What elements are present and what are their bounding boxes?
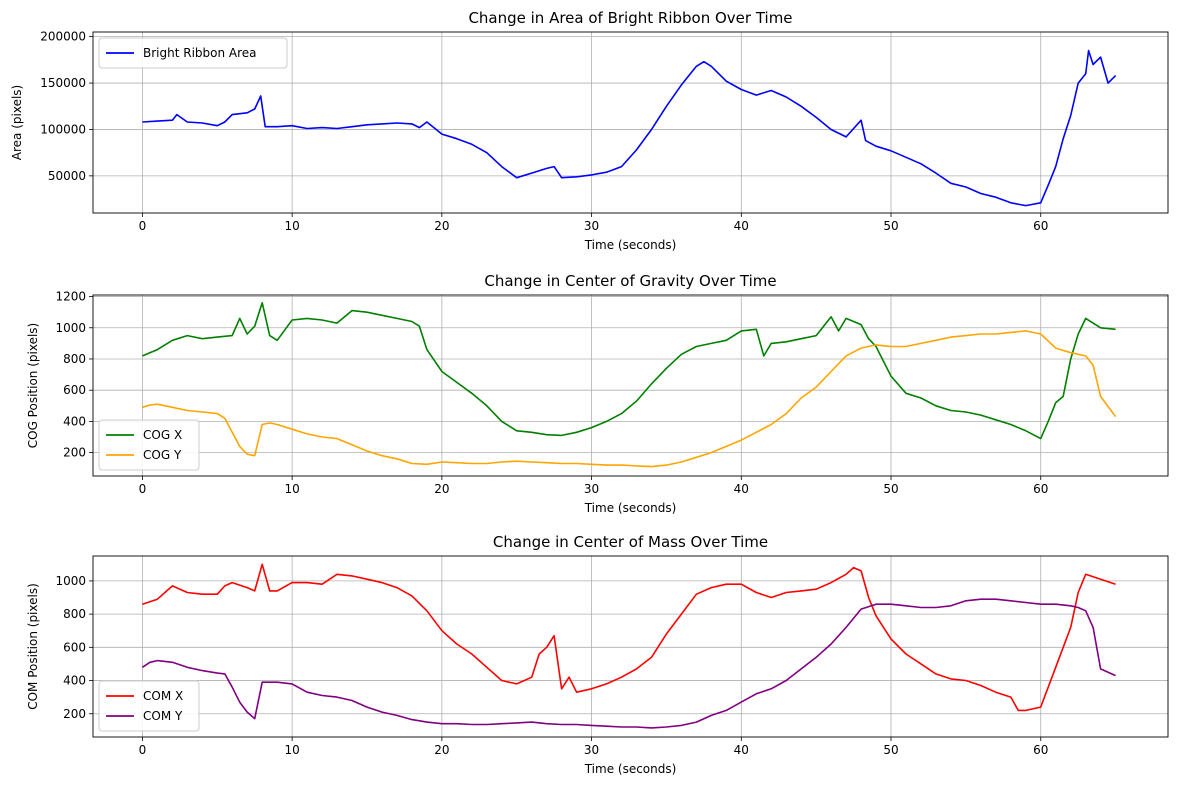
charts-container: 0 10 20 30 40 50 6050000100000150000200000Chan… <box>10 9 1169 776</box>
series-line-cog-x <box>142 301 1116 440</box>
y-axis-label: COG Position (pixels) <box>26 323 40 449</box>
x-tick-label: 40 <box>734 743 749 757</box>
legend-label: COG Y <box>143 448 182 462</box>
y-tick-label: 400 <box>63 414 86 428</box>
legend-box <box>98 680 200 732</box>
legend: COG X COG Y <box>98 419 200 471</box>
legend-label: COM Y <box>143 709 183 723</box>
y-tick-label: 600 <box>63 383 86 397</box>
x-tick-label: 0 <box>139 482 147 496</box>
chart-1: 0 10 20 30 40 50 60 50000 100000 150000 200000 Chan… <box>10 9 1169 252</box>
x-tick-label: 20 <box>434 743 449 757</box>
x-tick-label: 30 <box>584 743 599 757</box>
series-line-cog-y <box>142 330 1117 468</box>
x-tick-label: 10 <box>284 219 299 233</box>
legend-box <box>98 419 200 471</box>
x-tick-label: 0 <box>139 743 147 757</box>
x-tick-label: 40 <box>734 482 749 496</box>
chart-title: Change in Center of Gravity Over Time <box>484 272 776 290</box>
x-tick-label: 0 <box>139 219 147 233</box>
y-tick-label: 200 <box>63 446 86 460</box>
legend-label: Bright Ribbon Area <box>143 46 257 60</box>
series-line-com-y <box>141 598 1116 729</box>
y-tick-label: 1000 <box>55 321 86 335</box>
x-tick-label: 40 <box>734 219 749 233</box>
chart-title: Change in Center of Mass Over Time <box>493 533 768 551</box>
x-axis-label: Time (seconds) <box>584 501 677 515</box>
series-line-bright-ribbon-area <box>142 49 1117 207</box>
x-tick-label: 60 <box>1033 482 1048 496</box>
x-tick-label: 50 <box>883 219 898 233</box>
x-tick-label: 20 <box>434 219 449 233</box>
y-tick-label: 100000 <box>40 122 86 136</box>
chart-2: 0 10 20 30 40 50 60 200 400 600 800 1000 1200 Change … <box>26 272 1169 515</box>
y-tick-label: 1000 <box>55 574 86 588</box>
x-tick-label: 50 <box>883 743 898 757</box>
plot-frame <box>92 294 1169 477</box>
y-tick-label: 200000 <box>40 30 86 44</box>
y-tick-label: 800 <box>63 352 86 366</box>
x-axis-label: Time (seconds) <box>584 762 677 776</box>
x-tick-label: 10 <box>284 482 299 496</box>
legend: Bright Ribbon Area <box>98 37 288 69</box>
y-tick-label: 1200 <box>55 290 86 304</box>
x-tick-label: 60 <box>1033 219 1048 233</box>
legend-box <box>98 37 288 69</box>
x-axis-label: Time (seconds) <box>584 238 677 252</box>
x-tick-label: 30 <box>584 482 599 496</box>
series-line-com-x <box>142 563 1116 712</box>
x-tick-label: 10 <box>284 743 299 757</box>
x-tick-label: 30 <box>584 219 599 233</box>
y-tick-label: 800 <box>63 607 86 621</box>
x-tick-label: 60 <box>1033 743 1048 757</box>
x-tick-label: 20 <box>434 482 449 496</box>
y-axis-label: Area (pixels) <box>10 85 24 160</box>
y-tick-label: 150000 <box>40 76 86 90</box>
plot-frame <box>92 555 1169 738</box>
plot-frame <box>92 31 1169 214</box>
chart-3: 0 10 20 30 40 50 60 200 400 600 800 1000 Change in C… <box>26 533 1169 776</box>
y-axis-label: COM Position (pixels) <box>26 583 40 710</box>
x-tick-label: 50 <box>883 482 898 496</box>
y-tick-label: 50000 <box>48 169 86 183</box>
legend-label: COG X <box>143 428 182 442</box>
y-tick-label: 600 <box>63 640 86 654</box>
y-tick-label: 400 <box>63 674 86 688</box>
legend: COM X COM Y <box>98 680 200 732</box>
y-tick-label: 200 <box>63 707 86 721</box>
legend-label: COM X <box>143 689 183 703</box>
chart-title: Change in Area of Bright Ribbon Over Tim… <box>468 9 792 27</box>
